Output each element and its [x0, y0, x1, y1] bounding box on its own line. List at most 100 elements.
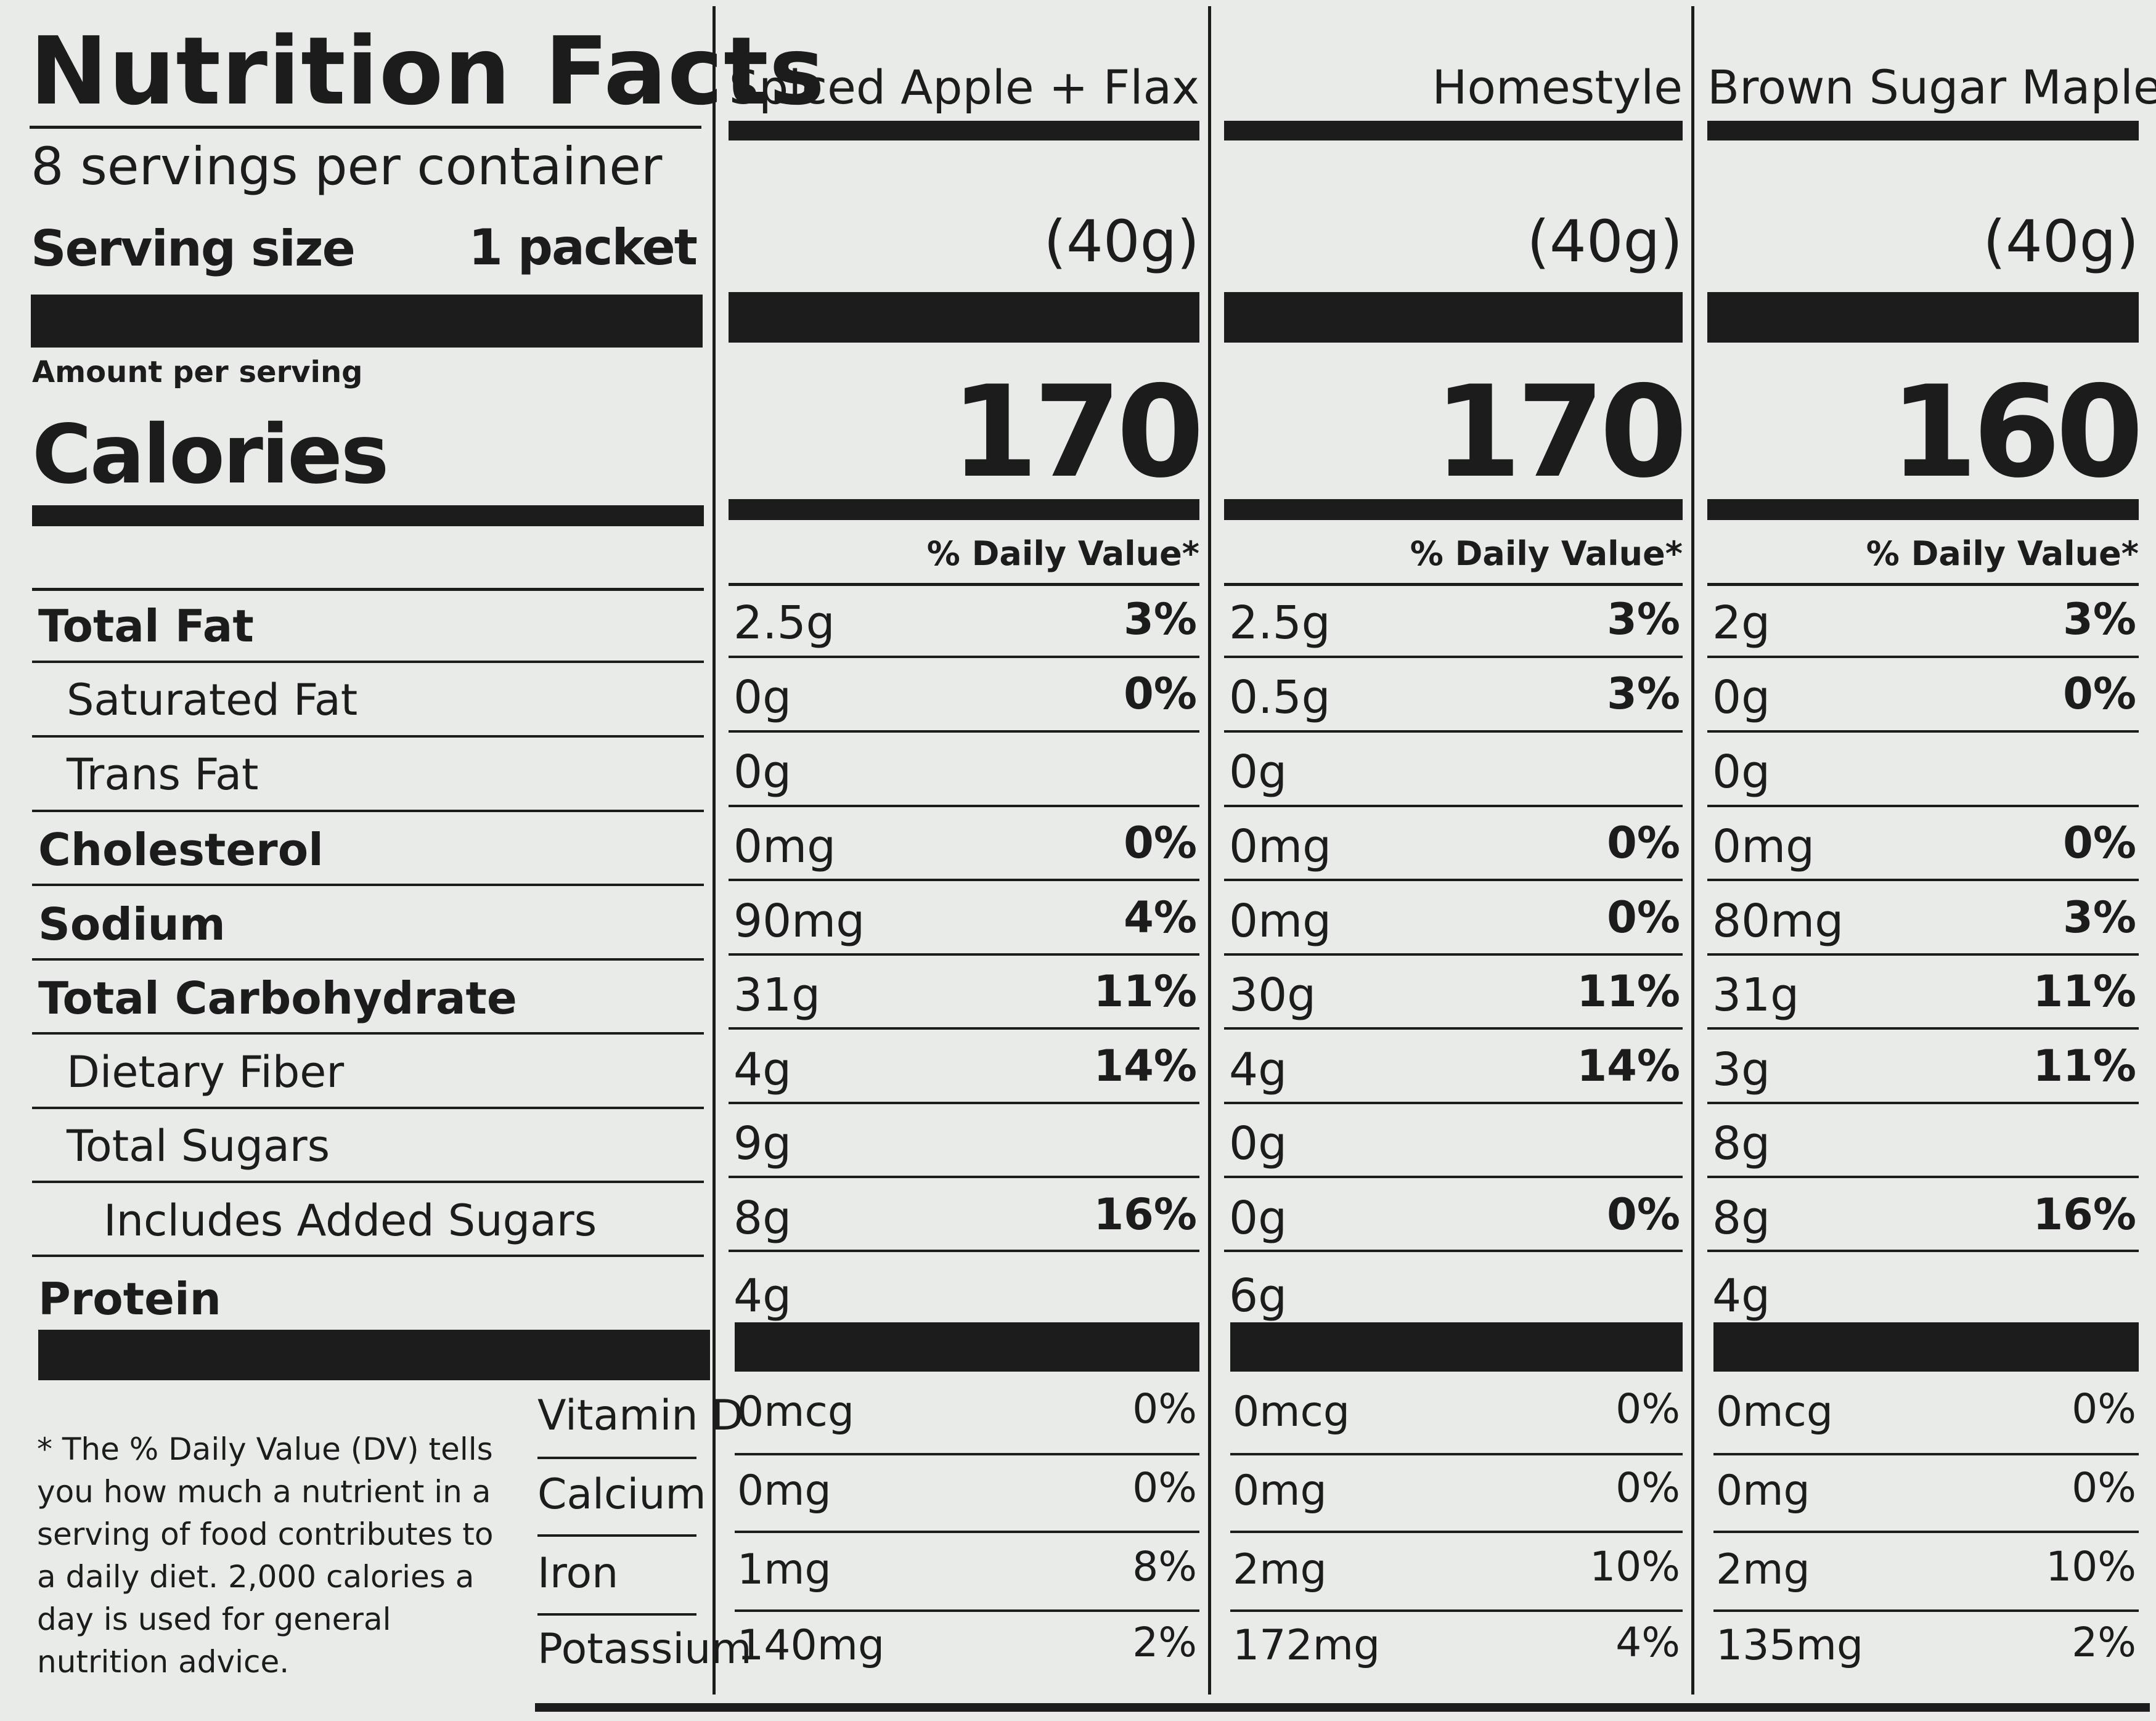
product-serving-size: (40g): [1527, 208, 1683, 275]
label-title: Nutrition Facts: [30, 17, 826, 126]
vitamin-amount: 1mg: [737, 1545, 831, 1594]
vitamin-label: Vitamin D: [537, 1391, 744, 1440]
nutrient-daily-value: 0%: [2063, 669, 2136, 719]
product-vitamin-bar: [1230, 1322, 1683, 1372]
nutrient-amount: 8g: [1712, 1192, 1771, 1245]
vitamin-row-rule: [537, 1613, 696, 1616]
nutrient-amount: 2.5g: [733, 596, 835, 649]
product-thick-bar: [1224, 292, 1683, 343]
vitamin-amount: 0mg: [737, 1467, 831, 1515]
product-row-rule: [1707, 1102, 2139, 1104]
column-divider-2: [1208, 6, 1211, 1695]
nutrient-daily-value: 3%: [2063, 594, 2136, 645]
nutrient-label: Includes Added Sugars: [104, 1195, 597, 1246]
nutrient-row-rule: [32, 1107, 704, 1109]
daily-value-header: % Daily Value*: [1410, 534, 1683, 573]
nutrient-amount: 80mg: [1712, 895, 1844, 948]
vitamin-amount: 0mg: [1716, 1467, 1810, 1515]
nutrient-row-rule: [32, 958, 704, 961]
product-row-rule: [729, 1250, 1199, 1252]
vitamin-amount: 0mcg: [1716, 1388, 1834, 1436]
nutrient-row-rule: [32, 1181, 704, 1183]
product-vitamin-rule: [735, 1531, 1199, 1533]
product-row-rule: [1224, 805, 1683, 807]
vitamin-daily-value: 4%: [1615, 1619, 1680, 1666]
vitamin-amount: 2mg: [1233, 1545, 1327, 1594]
vitamin-amount: 140mg: [737, 1621, 885, 1670]
vitamin-daily-value: 2%: [2072, 1619, 2136, 1666]
nutrient-amount: 0mg: [1229, 895, 1332, 948]
nutrient-row-rule: [32, 735, 704, 738]
product-vitamin-rule: [1713, 1453, 2139, 1455]
nutrient-amount: 30g: [1229, 969, 1317, 1022]
nutrient-row-rule: [32, 1255, 704, 1257]
product-calories: 170: [950, 359, 1204, 506]
nutrient-row-rule: [32, 588, 704, 591]
nutrient-daily-value: 11%: [1093, 966, 1197, 1017]
column-divider-3: [1691, 6, 1694, 1695]
product-row-rule: [1707, 1176, 2139, 1178]
nutrient-amount: 4g: [1229, 1043, 1288, 1096]
product-row-rule: [1707, 1027, 2139, 1030]
product-calories: 160: [1890, 359, 2144, 506]
product-vitamin-rule: [1230, 1453, 1683, 1455]
medium-bar-calories: [32, 505, 704, 526]
nutrient-daily-value: 3%: [2063, 892, 2136, 943]
nutrient-amount: 0mg: [1712, 820, 1815, 873]
vitamin-daily-value: 0%: [1132, 1464, 1197, 1511]
nutrient-amount: 0g: [1229, 1192, 1288, 1245]
vitamin-daily-value: 2%: [1132, 1619, 1197, 1666]
nutrient-label: Dietary Fiber: [67, 1047, 345, 1097]
nutrient-amount: 3g: [1712, 1043, 1771, 1096]
nutrient-amount: 2g: [1712, 596, 1771, 649]
nutrient-amount: 9g: [733, 1117, 792, 1170]
product-row-rule: [1224, 1027, 1683, 1030]
vitamin-amount: 0mg: [1233, 1467, 1327, 1515]
product-row-rule: [729, 1027, 1199, 1030]
product-vitamin-bar: [1713, 1322, 2139, 1372]
nutrient-daily-value: 4%: [1124, 892, 1197, 943]
nutrient-label: Total Sugars: [67, 1121, 330, 1171]
nutrient-daily-value: 0%: [1607, 1189, 1680, 1240]
nutrient-label: Total Fat: [38, 600, 254, 652]
daily-value-header: % Daily Value*: [1866, 534, 2139, 573]
product-row-rule: [729, 879, 1199, 881]
serving-size-label: Serving size: [31, 220, 356, 277]
nutrient-amount: 31g: [733, 969, 821, 1022]
product-row-rule: [1224, 879, 1683, 881]
product-vitamin-bar: [735, 1322, 1199, 1372]
vitamin-daily-value: 0%: [1615, 1464, 1680, 1511]
product-serving-size: (40g): [1983, 208, 2139, 275]
nutrient-amount: 0mg: [733, 820, 836, 873]
nutrient-amount: 0g: [733, 746, 792, 799]
product-thick-bar: [729, 292, 1199, 343]
vitamin-amount: 135mg: [1716, 1621, 1864, 1670]
product-vitamin-rule: [735, 1609, 1199, 1612]
product-row-rule: [1707, 583, 2139, 586]
nutrient-daily-value: 0%: [1607, 892, 1680, 943]
nutrient-daily-value: 11%: [2033, 1041, 2136, 1091]
nutrient-daily-value: 14%: [1093, 1041, 1197, 1091]
nutrient-daily-value: 0%: [1124, 818, 1197, 868]
nutrient-daily-value: 16%: [2033, 1189, 2136, 1240]
nutrient-daily-value: 0%: [1124, 669, 1197, 719]
product-row-rule: [1224, 1250, 1683, 1252]
product-row-rule: [1707, 953, 2139, 956]
product-vitamin-rule: [1713, 1609, 2139, 1612]
vitamin-daily-value: 0%: [1615, 1385, 1680, 1433]
vitamin-daily-value: 10%: [2046, 1543, 2136, 1590]
product-name-bar: [729, 121, 1199, 140]
nutrient-row-rule: [32, 884, 704, 886]
product-calories-bar: [1707, 499, 2139, 520]
thick-bar-vitamins: [38, 1330, 710, 1380]
nutrient-amount: 90mg: [733, 895, 865, 948]
nutrient-amount: 2.5g: [1229, 596, 1331, 649]
nutrient-row-rule: [32, 661, 704, 663]
nutrient-amount: 8g: [1712, 1117, 1771, 1170]
product-calories-bar: [1224, 499, 1683, 520]
nutrient-amount: 0g: [733, 671, 792, 724]
product-row-rule: [1224, 583, 1683, 586]
vitamin-label: Iron: [537, 1549, 619, 1598]
vitamin-daily-value: 10%: [1590, 1543, 1680, 1590]
servings-per-container: 8 servings per container: [31, 136, 663, 197]
